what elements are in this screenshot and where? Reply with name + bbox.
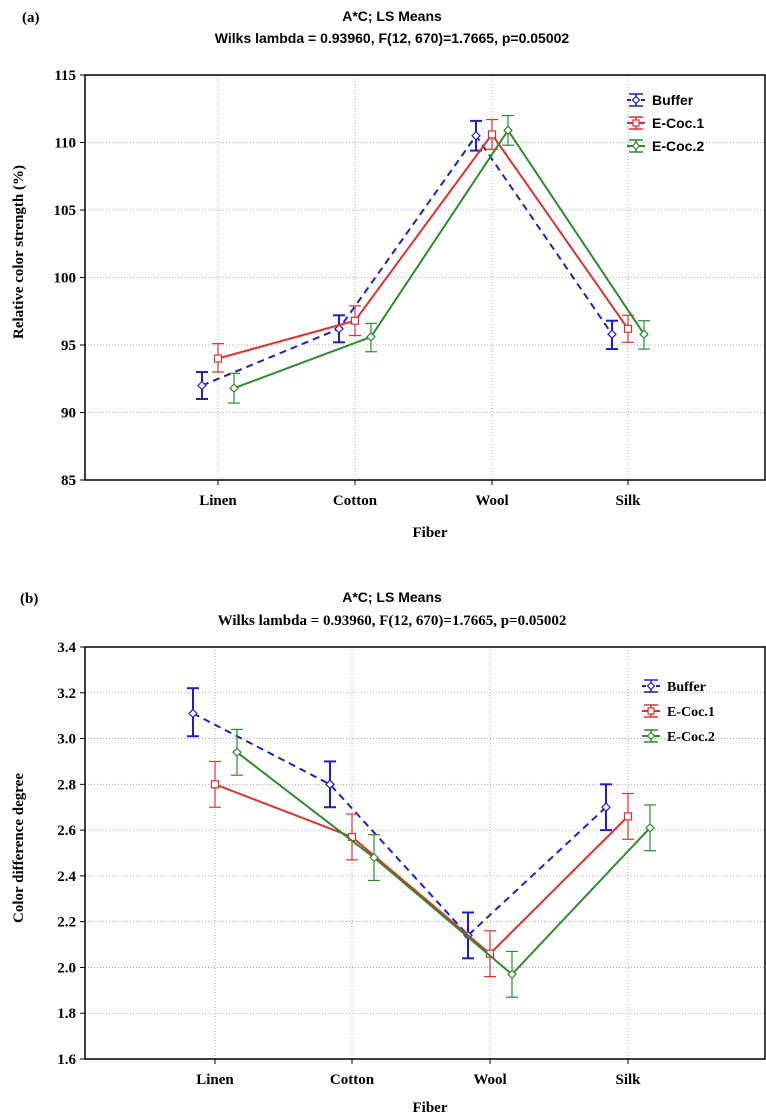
panel-label-b: (b) — [20, 591, 38, 607]
y-tick-label: 100 — [54, 271, 77, 287]
y-tick-label: 3.2 — [57, 686, 76, 702]
plot-frame — [84, 646, 766, 1060]
chart-b-title: A*C; LS Means — [342, 589, 442, 605]
chart-a-ylabel: Relative color strength (%) — [11, 165, 27, 339]
chart-b-xlabel: Fiber — [413, 1100, 448, 1116]
y-tick-label: 2.8 — [57, 777, 76, 793]
x-tick-label: Wool — [473, 1072, 506, 1088]
x-tick-label: Linen — [199, 493, 237, 509]
legend-marker — [646, 681, 656, 691]
data-point — [366, 332, 376, 342]
legend-label: Buffer — [652, 92, 694, 108]
x-tick-label: Cotton — [333, 493, 378, 509]
data-point — [639, 329, 649, 340]
chart-b-ylabel: Color difference degree — [11, 773, 27, 923]
y-tick-label: 2.0 — [57, 960, 76, 976]
legend-label: E-Coc.1 — [667, 705, 715, 720]
legend-marker — [646, 731, 656, 741]
y-tick-label: 2.6 — [57, 823, 76, 839]
data-point — [188, 708, 198, 719]
plot-frame — [84, 74, 766, 481]
data-point — [334, 323, 344, 334]
legend-label: E-Coc.2 — [667, 730, 715, 745]
data-point — [369, 852, 379, 863]
data-point — [645, 822, 655, 833]
x-tick-label: Linen — [196, 1072, 234, 1088]
y-tick-label: 3.0 — [57, 732, 76, 748]
chart-a-plot: 85 90 95 100 105 110 115 Linen Cotton Wool Silk Buf… — [54, 68, 766, 509]
data-point — [213, 354, 223, 363]
chart-b-subtitle: Wilks lambda = 0.93960, F(12, 670)=1.766… — [218, 613, 567, 629]
x-tick-label: Cotton — [330, 1072, 375, 1088]
y-tick-label: 1.8 — [57, 1006, 76, 1022]
x-tick-label: Silk — [615, 493, 641, 509]
data-point — [325, 779, 335, 790]
legend-label: Buffer — [667, 680, 706, 695]
data-point — [623, 324, 633, 333]
data-point — [229, 383, 239, 394]
y-tick-label: 115 — [54, 68, 76, 84]
legend-marker — [631, 95, 641, 105]
legend-marker — [631, 141, 641, 151]
y-tick-label: 3.4 — [57, 640, 76, 656]
y-tick-label: 90 — [61, 406, 76, 422]
data-point — [210, 780, 220, 789]
data-point — [623, 812, 633, 821]
data-point — [507, 969, 517, 980]
y-tick-label: 110 — [54, 136, 76, 152]
data-point — [607, 329, 617, 340]
data-point — [197, 380, 207, 391]
series-line-buffer — [192, 712, 607, 937]
legend-marker — [647, 707, 655, 715]
legend-label: E-Coc.1 — [652, 115, 704, 131]
y-tick-label: 1.6 — [57, 1052, 76, 1068]
chart-a-title: A*C; LS Means — [342, 8, 442, 24]
data-point — [350, 316, 360, 325]
y-tick-label: 105 — [54, 203, 77, 219]
series-line-e-coc-1 — [214, 783, 629, 956]
series-line-e-coc-2 — [236, 751, 651, 976]
data-point — [601, 802, 611, 813]
chart-b-plot: 1.6 1.8 2.0 2.2 2.4 2.6 2.8 3.0 3.2 3.4 Linen Cotto… — [57, 640, 766, 1088]
x-tick-label: Wool — [475, 493, 508, 509]
x-tick-label: Silk — [615, 1072, 641, 1088]
data-point — [503, 125, 513, 136]
y-tick-label: 2.2 — [57, 915, 76, 931]
data-point — [487, 130, 497, 139]
series-line-e-coc-2 — [233, 128, 645, 390]
series-line-e-coc-1 — [217, 132, 629, 360]
series-line-buffer — [201, 134, 613, 387]
legend-label: E-Coc.2 — [652, 138, 704, 154]
y-tick-label: 85 — [61, 473, 76, 489]
legend-marker — [632, 119, 640, 127]
y-tick-label: 2.4 — [57, 869, 76, 885]
chart-a-xlabel: Fiber — [413, 525, 448, 541]
chart-a-subtitle: Wilks lambda = 0.93960, F(12, 670)=1.766… — [215, 30, 570, 46]
data-point — [471, 130, 481, 141]
panel-label-a: (a) — [22, 10, 40, 26]
data-point — [232, 747, 242, 758]
y-tick-label: 95 — [61, 338, 76, 354]
